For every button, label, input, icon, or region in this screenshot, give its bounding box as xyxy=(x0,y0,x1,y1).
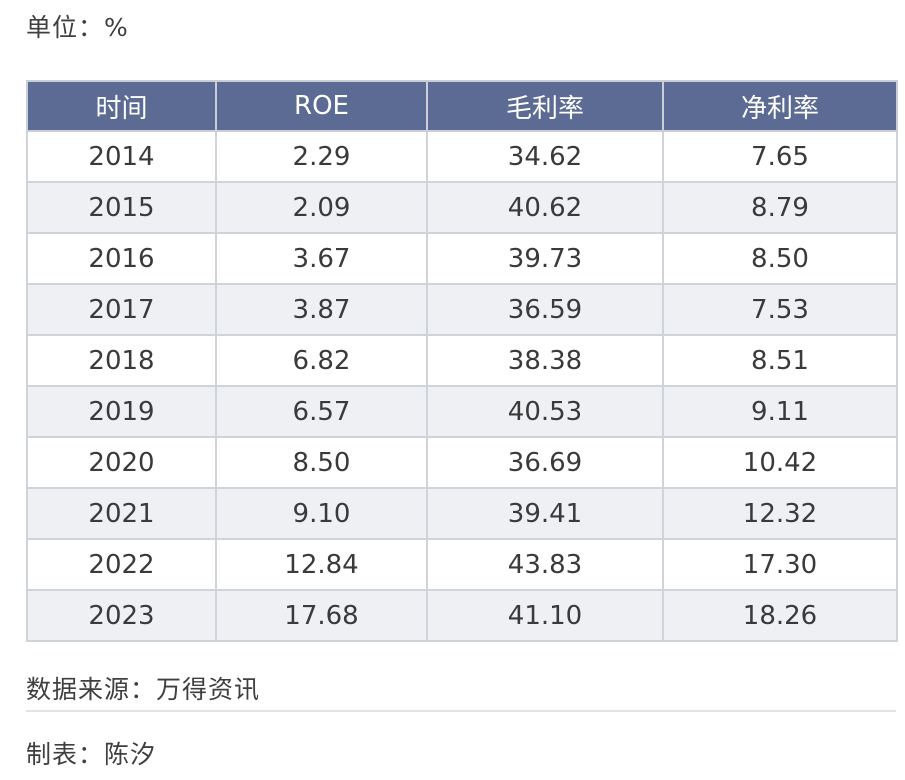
cell-year: 2014 xyxy=(26,130,217,183)
cell-gross-margin: 36.69 xyxy=(426,436,664,489)
table-row: 2021 9.10 39.41 12.32 xyxy=(26,487,898,540)
cell-gross-margin: 40.62 xyxy=(426,181,664,234)
table-row: 2018 6.82 38.38 8.51 xyxy=(26,334,898,387)
cell-gross-margin: 38.38 xyxy=(426,334,664,387)
column-header-gross-margin: 毛利率 xyxy=(426,80,664,132)
cell-gross-margin: 36.59 xyxy=(426,283,664,336)
cell-gross-margin: 43.83 xyxy=(426,538,664,591)
cell-year: 2020 xyxy=(26,436,217,489)
cell-net-margin: 8.51 xyxy=(662,334,898,387)
cell-net-margin: 18.26 xyxy=(662,589,898,642)
table-row: 2020 8.50 36.69 10.42 xyxy=(26,436,898,489)
data-source-note: 数据来源：万得资讯 xyxy=(26,675,261,704)
column-header-net-margin: 净利率 xyxy=(662,80,898,132)
table-row: 2017 3.87 36.59 7.53 xyxy=(26,283,898,336)
cell-year: 2018 xyxy=(26,334,217,387)
cell-net-margin: 7.53 xyxy=(662,283,898,336)
cell-roe: 2.29 xyxy=(215,130,428,183)
column-header-time: 时间 xyxy=(26,80,217,132)
cell-roe: 6.82 xyxy=(215,334,428,387)
cell-gross-margin: 39.41 xyxy=(426,487,664,540)
cell-roe: 2.09 xyxy=(215,181,428,234)
cell-roe: 6.57 xyxy=(215,385,428,438)
table-row: 2019 6.57 40.53 9.11 xyxy=(26,385,898,438)
cell-gross-margin: 39.73 xyxy=(426,232,664,285)
table-row: 2022 12.84 43.83 17.30 xyxy=(26,538,898,591)
cell-net-margin: 9.11 xyxy=(662,385,898,438)
unit-label: 单位：% xyxy=(26,13,129,42)
cell-net-margin: 7.65 xyxy=(662,130,898,183)
divider xyxy=(26,710,896,712)
table-author-note: 制表：陈汐 xyxy=(26,740,157,769)
data-table: 时间 ROE 毛利率 净利率 2014 2.29 34.62 7.65 2015… xyxy=(26,80,898,642)
cell-roe: 9.10 xyxy=(215,487,428,540)
table-row: 2023 17.68 41.10 18.26 xyxy=(26,589,898,642)
table-row: 2016 3.67 39.73 8.50 xyxy=(26,232,898,285)
cell-year: 2019 xyxy=(26,385,217,438)
cell-net-margin: 8.79 xyxy=(662,181,898,234)
cell-year: 2023 xyxy=(26,589,217,642)
cell-year: 2021 xyxy=(26,487,217,540)
cell-year: 2022 xyxy=(26,538,217,591)
cell-gross-margin: 34.62 xyxy=(426,130,664,183)
cell-net-margin: 10.42 xyxy=(662,436,898,489)
cell-year: 2016 xyxy=(26,232,217,285)
cell-net-margin: 12.32 xyxy=(662,487,898,540)
cell-roe: 17.68 xyxy=(215,589,428,642)
table-row: 2015 2.09 40.62 8.79 xyxy=(26,181,898,234)
cell-roe: 3.67 xyxy=(215,232,428,285)
cell-year: 2017 xyxy=(26,283,217,336)
cell-roe: 8.50 xyxy=(215,436,428,489)
cell-roe: 3.87 xyxy=(215,283,428,336)
cell-roe: 12.84 xyxy=(215,538,428,591)
cell-net-margin: 8.50 xyxy=(662,232,898,285)
cell-year: 2015 xyxy=(26,181,217,234)
table-header-row: 时间 ROE 毛利率 净利率 xyxy=(26,80,898,132)
cell-gross-margin: 40.53 xyxy=(426,385,664,438)
cell-gross-margin: 41.10 xyxy=(426,589,664,642)
column-header-roe: ROE xyxy=(215,80,428,132)
cell-net-margin: 17.30 xyxy=(662,538,898,591)
table-row: 2014 2.29 34.62 7.65 xyxy=(26,130,898,183)
